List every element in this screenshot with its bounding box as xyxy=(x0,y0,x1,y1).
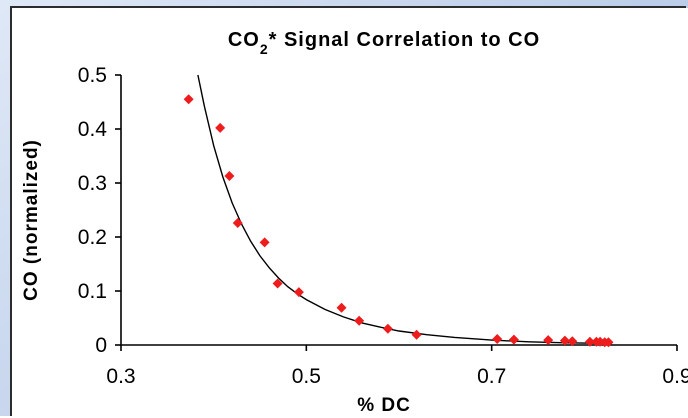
x-tick-label: 0.5 xyxy=(292,365,321,388)
x-tick-label: 0.3 xyxy=(106,365,135,388)
data-point-marker xyxy=(293,287,304,298)
data-point-marker xyxy=(382,323,393,334)
data-point-marker xyxy=(543,335,554,346)
data-point-marker xyxy=(508,334,519,345)
chart-title-part-2: * Signal Correlation to CO xyxy=(269,29,541,51)
data-point-marker xyxy=(224,170,235,181)
data-point-marker xyxy=(215,122,226,133)
data-point-marker xyxy=(272,278,283,289)
data-point-marker xyxy=(232,217,243,228)
data-point-marker xyxy=(259,237,270,248)
y-axis-title-group: CO (normalized) xyxy=(21,139,42,301)
data-point-marker xyxy=(567,336,578,347)
chart-title-subscript: 2 xyxy=(260,41,269,57)
x-tick-label: 0.7 xyxy=(477,365,506,388)
data-point-marker xyxy=(559,335,570,346)
chart-title: CO2* Signal Correlation to CO xyxy=(228,29,540,57)
y-tick-label: 0 xyxy=(95,334,107,357)
x-tick-label: 0.9 xyxy=(662,365,688,388)
fit-curve-line xyxy=(197,74,613,345)
data-point-marker xyxy=(492,334,503,345)
data-point-marker xyxy=(354,315,365,326)
y-tick-label: 0.3 xyxy=(78,172,107,195)
data-point-marker xyxy=(584,336,595,347)
plot-area: 0 0.1 0.2 0.3 0.4 0.5 0.3 0.5 0.7 0.9 xyxy=(78,64,688,388)
chart-figure: CO2* Signal Correlation to CO 0 0.1 0.2 0.3… xyxy=(10,6,688,418)
y-tick-label: 0.2 xyxy=(78,226,107,249)
y-axis-title: CO (normalized) xyxy=(21,139,42,301)
x-axis-title: % DC xyxy=(357,395,411,416)
data-point-marker xyxy=(183,94,194,105)
y-tick-label: 0.1 xyxy=(78,280,107,303)
chart-title-part-1: CO xyxy=(228,29,260,51)
y-tick-label: 0.4 xyxy=(78,118,108,141)
y-tick-label: 0.5 xyxy=(78,64,107,87)
data-point-marker xyxy=(411,329,422,340)
chart-svg: CO2* Signal Correlation to CO 0 0.1 0.2 0.3… xyxy=(12,8,688,418)
chart-background xyxy=(12,8,688,418)
data-point-marker xyxy=(603,337,614,348)
data-point-marker xyxy=(336,302,347,313)
